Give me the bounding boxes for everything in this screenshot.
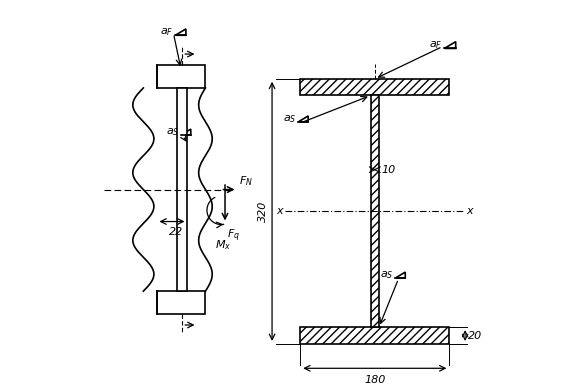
Bar <box>300 79 449 96</box>
Text: x: x <box>276 206 283 216</box>
Bar <box>157 65 206 88</box>
Bar <box>371 96 379 327</box>
Text: 10: 10 <box>382 164 396 175</box>
Text: $F_q$: $F_q$ <box>227 227 240 243</box>
Text: x: x <box>467 206 473 216</box>
Bar <box>177 88 187 291</box>
Text: 180: 180 <box>364 375 385 385</box>
Text: $F_N$: $F_N$ <box>239 174 252 188</box>
Bar <box>300 327 449 344</box>
Text: 320: 320 <box>258 201 267 222</box>
Text: $M_x$: $M_x$ <box>215 238 231 252</box>
Text: $a_F$: $a_F$ <box>160 26 173 38</box>
Text: $a_S$: $a_S$ <box>283 113 297 125</box>
Text: 20: 20 <box>468 330 482 341</box>
Text: 22: 22 <box>169 227 183 237</box>
Text: $a_S$: $a_S$ <box>380 269 394 281</box>
Bar <box>157 291 206 314</box>
Text: $a_S$: $a_S$ <box>166 126 179 138</box>
Text: $a_F$: $a_F$ <box>429 39 443 51</box>
